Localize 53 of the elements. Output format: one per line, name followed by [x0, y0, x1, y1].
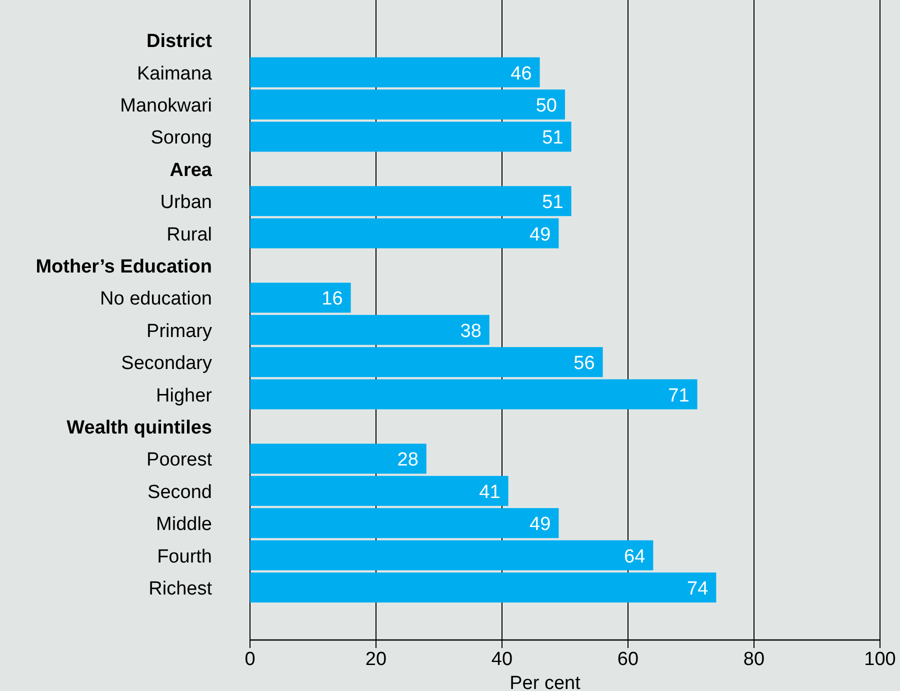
y-tick-label: Urban [160, 192, 212, 214]
data-label: 16 [322, 288, 343, 310]
y-tick-label: Primary [146, 320, 212, 342]
data-label: 49 [530, 514, 551, 536]
data-label: 71 [668, 385, 690, 406]
data-label: 50 [536, 96, 557, 116]
data-label: 46 [510, 63, 532, 84]
bar [250, 347, 603, 378]
bar [250, 476, 508, 506]
data-label: 74 [687, 578, 709, 600]
y-tick-label: Wealth quintiles [66, 418, 212, 438]
x-tick-label: 60 [617, 649, 639, 670]
y-tick-label: Second [148, 482, 212, 503]
y-tick-label: Secondary [121, 353, 212, 374]
bar [250, 540, 654, 570]
bar [250, 572, 716, 602]
y-tick-label: Kaimana [137, 63, 212, 84]
y-tick-label: District [146, 31, 213, 52]
y-tick-label: Area [170, 160, 212, 181]
data-label: 41 [479, 482, 500, 503]
data-label: 51 [542, 192, 564, 214]
y-tick-label: Richest [148, 578, 213, 600]
bar [250, 186, 572, 216]
x-tick-label: 0 [244, 649, 256, 670]
bar [250, 57, 540, 88]
data-label: 51 [542, 128, 564, 149]
x-tick-label: 80 [743, 649, 765, 670]
data-label: 28 [397, 450, 418, 471]
x-tick-label: 20 [365, 649, 387, 670]
y-tick-label: No education [100, 288, 212, 310]
x-axis-title: Per cent [510, 673, 582, 691]
bar [250, 314, 490, 345]
bar [250, 282, 351, 313]
data-label: 64 [624, 546, 646, 568]
bar [250, 218, 559, 248]
data-label: 38 [460, 320, 482, 342]
y-tick-label: Manokwari [120, 96, 212, 116]
bar [250, 379, 698, 410]
bar [250, 90, 565, 120]
y-tick-label: Rural [166, 224, 212, 246]
data-label: 56 [574, 353, 595, 374]
bar [250, 444, 426, 474]
bar [250, 122, 572, 152]
x-tick-label: 40 [491, 649, 513, 670]
bar [250, 508, 559, 538]
y-tick-label: Mother’s Education [36, 256, 212, 278]
y-tick-label: Sorong [150, 128, 212, 149]
y-tick-label: Fourth [157, 546, 212, 568]
data-label: 49 [530, 224, 551, 246]
y-tick-label: Higher [156, 385, 213, 406]
y-tick-label: Middle [156, 514, 212, 536]
x-tick-label: 100 [864, 649, 896, 670]
y-tick-label: Poorest [146, 450, 213, 471]
